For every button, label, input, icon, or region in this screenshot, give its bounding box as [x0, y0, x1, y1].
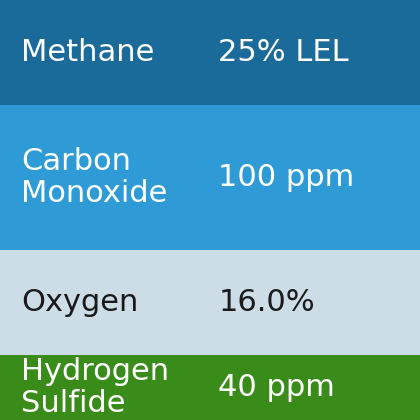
- Text: 100 ppm: 100 ppm: [218, 163, 354, 192]
- Text: Hydrogen
Sulfide: Hydrogen Sulfide: [21, 357, 169, 418]
- Bar: [0, 0, 420, 105]
- Text: 25% LEL: 25% LEL: [218, 38, 349, 67]
- Bar: [0, 105, 420, 250]
- Bar: [0, 250, 420, 355]
- Text: 40 ppm: 40 ppm: [218, 373, 335, 402]
- Text: 16.0%: 16.0%: [218, 288, 315, 317]
- Bar: [0, 355, 420, 420]
- Text: Methane: Methane: [21, 38, 155, 67]
- Text: Carbon
Monoxide: Carbon Monoxide: [21, 147, 168, 208]
- Text: Oxygen: Oxygen: [21, 288, 138, 317]
